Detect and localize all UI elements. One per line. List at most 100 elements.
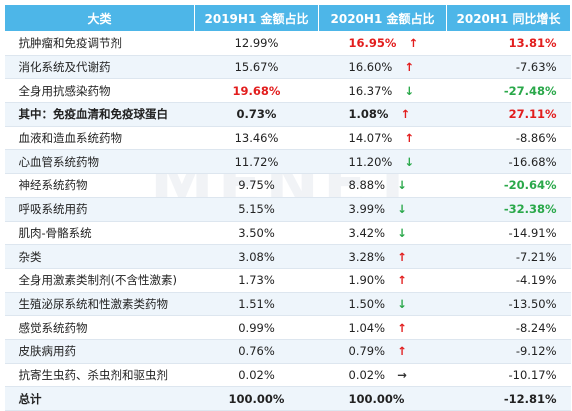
share-2020-value: 11.20% — [348, 154, 393, 169]
header-2020-growth: 2020H1 同比增长 — [446, 4, 571, 32]
growth-cell: -20.64% — [446, 173, 571, 198]
table-row: 总计 100.00% 100.00% -12.81% — [4, 386, 571, 411]
share-2020-cell: 11.20% ↓ — [318, 149, 447, 175]
share-2020-value: 14.07% — [348, 131, 393, 146]
category-name: 杂类 — [4, 244, 195, 269]
trend-up-arrow-icon: ↑ — [397, 273, 407, 288]
trend-up-arrow-icon: ↑ — [404, 131, 415, 146]
trend-down-arrow-icon: ↓ — [397, 225, 407, 240]
growth-cell: -7.63% — [446, 55, 571, 80]
share-2019-cell: 0.73% — [194, 102, 319, 127]
table-row: 消化系统及代谢药 15.67% 16.60% ↑ -7.63% — [4, 55, 571, 80]
table-row: 心血管系统药物 11.72% 11.20% ↓ -16.68% — [4, 149, 571, 175]
share-2019-cell: 1.51% — [194, 292, 319, 317]
category-name: 皮肤病用药 — [4, 339, 195, 364]
share-2020-cell: 3.42% ↓ — [318, 221, 447, 246]
share-2020-value: 1.04% — [348, 320, 386, 335]
trend-down-arrow-icon: ↓ — [397, 178, 407, 193]
table-row: 全身用抗感染药物 19.68% 16.37% ↓ -27.48% — [4, 78, 571, 104]
share-2020-value: 3.99% — [348, 202, 386, 217]
category-name: 消化系统及代谢药 — [4, 55, 195, 80]
growth-cell: -8.24% — [446, 315, 571, 340]
growth-cell: -10.17% — [446, 363, 571, 388]
growth-cell: -7.21% — [446, 244, 571, 269]
growth-cell: -27.48% — [446, 78, 571, 104]
trend-up-arrow-icon: ↑ — [397, 249, 407, 264]
drug-category-share-table: 大类 2019H1 金额占比 2020H1 金额占比 2020H1 同比增长 抗… — [4, 4, 571, 411]
growth-cell: -12.81% — [446, 386, 571, 411]
category-name: 感觉系统药物 — [4, 315, 195, 340]
table-row: 呼吸系统用药 5.15% 3.99% ↓ -32.38% — [4, 197, 571, 222]
trend-down-arrow-icon: ↓ — [397, 296, 407, 311]
growth-cell: -32.38% — [446, 197, 571, 222]
share-2019-cell: 3.50% — [194, 221, 319, 246]
share-2020-value: 16.95% — [348, 36, 397, 51]
share-2020-cell: 100.00% — [318, 386, 447, 411]
category-name: 其中：免疫血清和免疫球蛋白 — [4, 102, 195, 127]
category-name: 全身用抗感染药物 — [4, 78, 195, 104]
table-row: 生殖泌尿系统和性激素类药物 1.51% 1.50% ↓ -13.50% — [4, 292, 571, 317]
share-2020-value: 3.28% — [348, 249, 386, 264]
header-row: 大类 2019H1 金额占比 2020H1 金额占比 2020H1 同比增长 — [4, 4, 571, 32]
trend-up-arrow-icon: ↑ — [408, 36, 419, 51]
share-2020-value: 8.88% — [348, 178, 386, 193]
share-2020-value: 1.50% — [348, 296, 386, 311]
share-2020-cell: 1.08% ↑ — [318, 102, 447, 127]
category-name: 全身用激素类制剂(不含性激素) — [4, 268, 195, 293]
growth-cell: -13.50% — [446, 292, 571, 317]
share-2020-cell: 16.60% ↑ — [318, 55, 447, 80]
share-2019-cell: 13.46% — [194, 126, 319, 151]
share-2019-cell: 19.68% — [194, 78, 319, 104]
share-2019-cell: 12.99% — [194, 31, 319, 56]
share-2020-value: 16.60% — [348, 60, 393, 75]
table-row: 抗寄生虫药、杀虫剂和驱虫剂 0.02% 0.02% → -10.17% — [4, 363, 571, 388]
share-2020-cell: 0.79% ↑ — [318, 339, 447, 364]
table-row: 其中：免疫血清和免疫球蛋白 0.73% 1.08% ↑ 27.11% — [4, 102, 571, 127]
share-2019-cell: 100.00% — [194, 386, 319, 411]
share-2020-cell: 1.04% ↑ — [318, 315, 447, 340]
trend-down-arrow-icon: ↓ — [404, 83, 415, 98]
category-name: 抗寄生虫药、杀虫剂和驱虫剂 — [4, 363, 195, 388]
share-2019-cell: 5.15% — [194, 197, 319, 222]
share-2020-cell: 8.88% ↓ — [318, 173, 447, 198]
share-2019-cell: 11.72% — [194, 149, 319, 175]
share-2019-cell: 1.73% — [194, 268, 319, 293]
share-2020-cell: 1.90% ↑ — [318, 268, 447, 293]
trend-up-arrow-icon: ↑ — [397, 320, 407, 335]
share-2020-cell: 16.95% ↑ — [318, 31, 447, 56]
table-row: 神经系统药物 9.75% 8.88% ↓ -20.64% — [4, 173, 571, 198]
table-row: 抗肿瘤和免疫调节剂 12.99% 16.95% ↑ 13.81% — [4, 31, 571, 56]
share-2019-cell: 0.99% — [194, 315, 319, 340]
table-row: 肌肉-骨骼系统 3.50% 3.42% ↓ -14.91% — [4, 221, 571, 246]
table-row: 皮肤病用药 0.76% 0.79% ↑ -9.12% — [4, 339, 571, 364]
share-2020-value: 1.08% — [348, 107, 389, 122]
trend-up-arrow-icon: ↑ — [397, 344, 407, 359]
share-2019-cell: 0.02% — [194, 363, 319, 388]
share-2020-value: 100.00% — [348, 391, 405, 406]
growth-cell: 27.11% — [446, 102, 571, 127]
share-2020-cell: 16.37% ↓ — [318, 78, 447, 104]
category-name: 总计 — [4, 386, 195, 411]
share-2020-value: 0.02% — [348, 367, 386, 382]
header-category: 大类 — [4, 4, 195, 32]
share-2019-cell: 15.67% — [194, 55, 319, 80]
category-name: 心血管系统药物 — [4, 149, 195, 175]
category-name: 抗肿瘤和免疫调节剂 — [4, 31, 195, 56]
share-2020-value: 3.42% — [348, 225, 386, 240]
trend-down-arrow-icon: ↓ — [404, 154, 415, 169]
share-2020-cell: 1.50% ↓ — [318, 292, 447, 317]
share-2020-value: 16.37% — [348, 83, 393, 98]
share-2019-cell: 3.08% — [194, 244, 319, 269]
growth-cell: -14.91% — [446, 221, 571, 246]
share-2020-value: 1.90% — [348, 273, 386, 288]
growth-cell: -4.19% — [446, 268, 571, 293]
table-row: 全身用激素类制剂(不含性激素) 1.73% 1.90% ↑ -4.19% — [4, 268, 571, 293]
growth-cell: 13.81% — [446, 31, 571, 56]
trend-down-arrow-icon: ↓ — [397, 202, 407, 217]
share-2020-cell: 3.28% ↑ — [318, 244, 447, 269]
table-row: 感觉系统药物 0.99% 1.04% ↑ -8.24% — [4, 315, 571, 340]
trend-up-arrow-icon: ↑ — [400, 107, 411, 122]
share-2019-cell: 0.76% — [194, 339, 319, 364]
table-row: 血液和造血系统药物 13.46% 14.07% ↑ -8.86% — [4, 126, 571, 151]
category-name: 呼吸系统用药 — [4, 197, 195, 222]
